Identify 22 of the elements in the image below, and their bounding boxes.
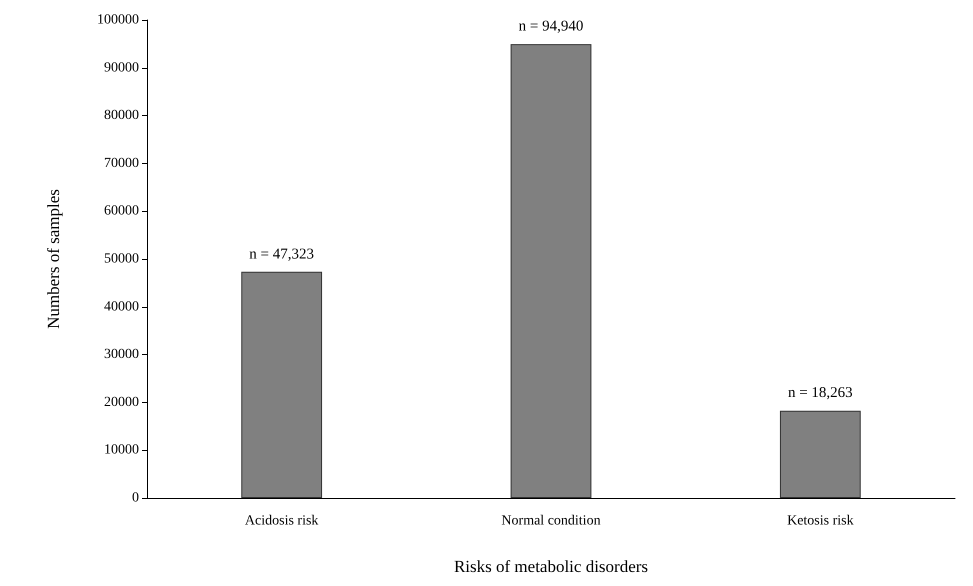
x-axis-title: Risks of metabolic disorders (454, 557, 648, 576)
y-tick-label: 60000 (104, 204, 139, 219)
x-tick-label: Ketosis risk (787, 514, 854, 528)
y-tick-label: 70000 (104, 156, 139, 171)
y-tick-label: 90000 (104, 60, 139, 76)
y-tick-label: 30000 (104, 347, 139, 362)
bar (510, 44, 592, 498)
y-tick-label: 0 (132, 490, 139, 506)
bar (780, 410, 861, 498)
data-label: n = 94,940 (518, 18, 584, 35)
y-tick-label: 50000 (104, 252, 139, 266)
y-tick-label: 20000 (104, 394, 139, 410)
bar (241, 272, 322, 498)
data-label: n = 18,263 (788, 385, 853, 402)
y-tick-label: 10000 (104, 442, 139, 458)
y-tick-label: 80000 (104, 108, 139, 124)
data-label: n = 47,323 (249, 246, 314, 262)
y-tick-label: 100000 (97, 12, 139, 28)
y-tick-label: 40000 (104, 299, 139, 314)
y-axis-title: Numbers of samples (44, 189, 63, 329)
x-tick-label: Normal condition (501, 514, 601, 528)
x-tick-label: Acidosis risk (244, 514, 318, 528)
